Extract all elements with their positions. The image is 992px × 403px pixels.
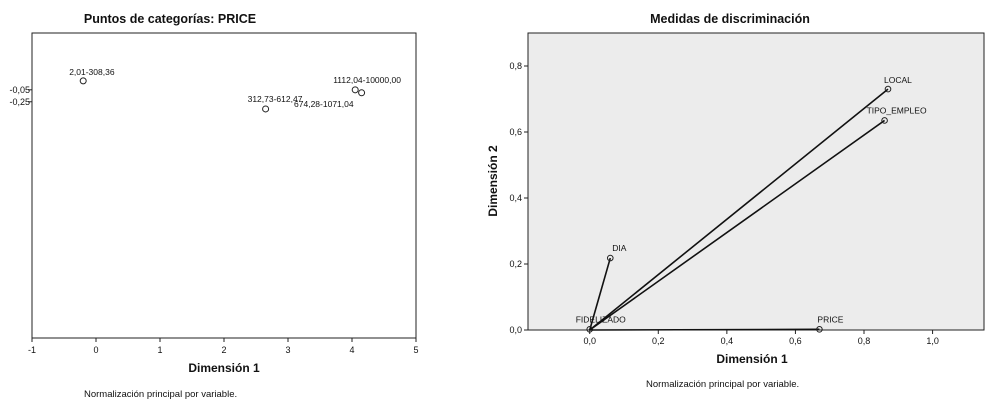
vectors-right: LOCAL TIPO_EMPLEO DIA FIDELIZADO PRICE [576, 75, 927, 333]
vector-label: DIA [612, 243, 627, 253]
chart-title-left: Puntos de categorías: PRICE [84, 12, 256, 26]
x-tick-label-left: -1 [28, 345, 36, 355]
x-tick-label-left: 2 [221, 345, 226, 355]
discrimination-vector [589, 119, 886, 331]
vector-endpoint [816, 326, 823, 333]
x-tick-label-right: 1,0 [926, 336, 939, 346]
discrimination-vector [589, 328, 820, 331]
normalization-note-left: Normalización principal por variable. [84, 389, 237, 400]
x-tick-label-left: 1 [157, 345, 162, 355]
discrimination-vector [588, 257, 612, 331]
x-axis-left: -1 0 1 2 3 4 5 [28, 338, 419, 355]
x-tick-label-right: 0,6 [789, 336, 802, 346]
normalization-note-right: Normalización principal por variable. [646, 379, 799, 390]
vector-label: FIDELIZADO [576, 314, 626, 324]
x-tick-label-left: 3 [285, 345, 290, 355]
discrimination-vector [589, 88, 889, 331]
x-tick-label-right: 0,0 [583, 336, 596, 346]
vector-endpoint [606, 254, 614, 262]
y-tick-label-left: -0,05 [9, 85, 30, 95]
x-tick-label-right: 0,4 [721, 336, 734, 346]
category-point [358, 89, 366, 97]
plot-area-right [527, 32, 985, 331]
category-point-label: 1112,04-10000,00 [333, 75, 401, 85]
y-tick-label-right: 0,8 [509, 61, 522, 71]
category-points-chart: Puntos de categorías: PRICE -1 0 1 2 3 4 5 -0,… [9, 12, 418, 400]
category-point [351, 86, 359, 94]
x-tick-label-left: 5 [413, 345, 418, 355]
x-tick-label-left: 0 [93, 345, 98, 355]
vector-label: PRICE [817, 314, 843, 324]
y-axis-right: 0,0 0,2 0,4 0,6 0,8 [509, 61, 528, 335]
vector-endpoint [881, 117, 888, 124]
x-axis-right: 0,0 0,2 0,4 0,6 0,8 1,0 [583, 330, 939, 346]
category-point-label: 2,01-308,36 [69, 67, 115, 77]
y-tick-label-right: 0,0 [509, 325, 522, 335]
discrimination-measures-chart: Medidas de discriminación 0,0 0,2 0,4 0,6 0,… [486, 12, 985, 390]
y-tick-label-right: 0,2 [509, 259, 522, 269]
category-point [79, 77, 87, 85]
points-left: 2,01-308,36 312,73-612,47 1112,04-10000,00… [69, 67, 401, 113]
vector-label: TIPO_EMPLEO [867, 105, 927, 115]
y-axis-left: -0,05 -0,25 [9, 85, 32, 107]
vector-endpoint [884, 85, 892, 93]
plot-area-left [31, 32, 417, 339]
chart-title-right: Medidas de discriminación [650, 12, 810, 26]
y-tick-label-right: 0,6 [509, 127, 522, 137]
x-axis-title-left: Dimensión 1 [188, 361, 260, 375]
category-point-label: 674,28-1071,04 [294, 99, 354, 109]
category-point [262, 105, 270, 113]
x-tick-label-left: 4 [349, 345, 354, 355]
category-point-label: 312,73-612,47 [248, 94, 303, 104]
y-axis-title-right: Dimensión 2 [486, 145, 500, 217]
x-axis-title-right: Dimensión 1 [716, 352, 788, 366]
x-tick-label-right: 0,8 [858, 336, 871, 346]
x-tick-label-right: 0,2 [652, 336, 665, 346]
y-tick-label-left: -0,25 [9, 97, 30, 107]
y-tick-label-right: 0,4 [509, 193, 522, 203]
vector-label: LOCAL [884, 75, 912, 85]
